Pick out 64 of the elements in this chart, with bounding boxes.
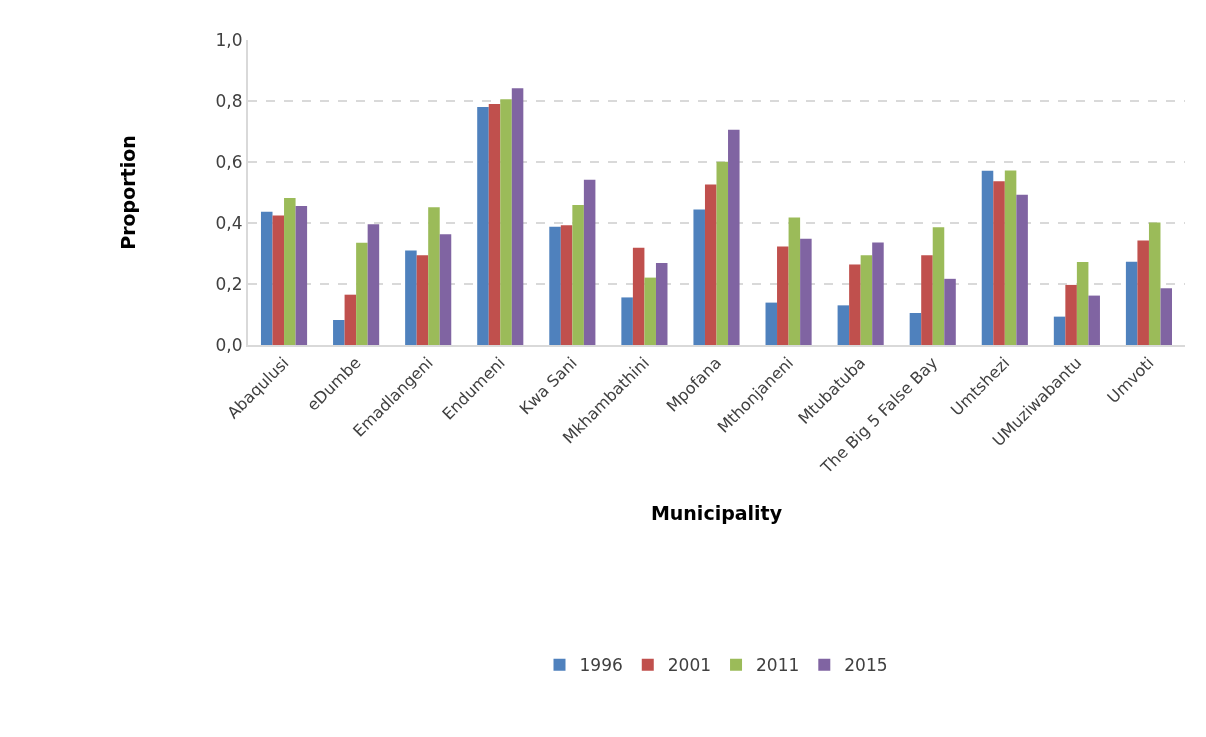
bar bbox=[728, 129, 740, 345]
bar bbox=[872, 242, 884, 345]
bar bbox=[500, 99, 512, 345]
bar bbox=[1004, 170, 1017, 345]
bar bbox=[777, 246, 789, 345]
bar bbox=[944, 278, 956, 345]
bar bbox=[837, 305, 850, 345]
bar bbox=[477, 107, 489, 345]
legend-label: 1996 bbox=[579, 655, 623, 676]
bar bbox=[356, 242, 368, 345]
bar bbox=[909, 312, 922, 345]
bar bbox=[344, 294, 357, 345]
bar bbox=[1137, 240, 1149, 345]
y-tick-label: 1,0 bbox=[215, 29, 243, 50]
bar bbox=[788, 217, 801, 345]
bar bbox=[716, 161, 729, 345]
bar bbox=[1053, 316, 1066, 345]
bar bbox=[260, 211, 273, 345]
bar bbox=[405, 250, 417, 345]
bar bbox=[932, 227, 945, 345]
x-axis-title: Municipality bbox=[650, 502, 783, 525]
legend-label: 2015 bbox=[844, 655, 888, 676]
legend-label: 2001 bbox=[667, 655, 712, 676]
bar bbox=[583, 179, 596, 345]
bar bbox=[272, 215, 285, 345]
bar bbox=[981, 170, 994, 345]
bar bbox=[428, 207, 440, 345]
bar bbox=[1076, 262, 1089, 345]
bar bbox=[621, 297, 633, 345]
bar bbox=[488, 104, 501, 345]
bar bbox=[560, 225, 573, 345]
bar bbox=[439, 234, 452, 345]
bar bbox=[1160, 288, 1173, 345]
bar bbox=[860, 255, 873, 345]
bar bbox=[295, 205, 308, 345]
y-tick-label: 0,6 bbox=[215, 151, 243, 172]
y-tick-label: 0,8 bbox=[215, 90, 243, 111]
y-tick-label: 0,0 bbox=[215, 334, 243, 355]
bar bbox=[1088, 295, 1100, 345]
bar bbox=[1016, 194, 1028, 345]
bar bbox=[765, 302, 778, 345]
bar bbox=[1125, 261, 1138, 345]
bar bbox=[632, 247, 645, 345]
bar bbox=[284, 197, 296, 345]
y-tick-label: 0,2 bbox=[215, 273, 243, 294]
legend-label: 2011 bbox=[756, 655, 800, 676]
bar bbox=[849, 264, 861, 345]
bar bbox=[333, 319, 345, 345]
bar bbox=[704, 184, 717, 345]
bar bbox=[921, 255, 933, 345]
bar bbox=[693, 209, 705, 345]
y-tick-label: 0,4 bbox=[215, 212, 243, 233]
bar bbox=[644, 277, 656, 345]
bar bbox=[655, 262, 668, 345]
bar bbox=[416, 255, 429, 345]
bar bbox=[1148, 222, 1161, 345]
bar bbox=[367, 224, 380, 345]
y-axis-title: Proportion bbox=[116, 135, 139, 250]
bar bbox=[993, 181, 1005, 345]
bar bbox=[1065, 284, 1077, 345]
bar bbox=[511, 88, 524, 345]
bar bbox=[549, 226, 561, 345]
bar bbox=[572, 205, 584, 345]
bar bbox=[800, 238, 812, 345]
